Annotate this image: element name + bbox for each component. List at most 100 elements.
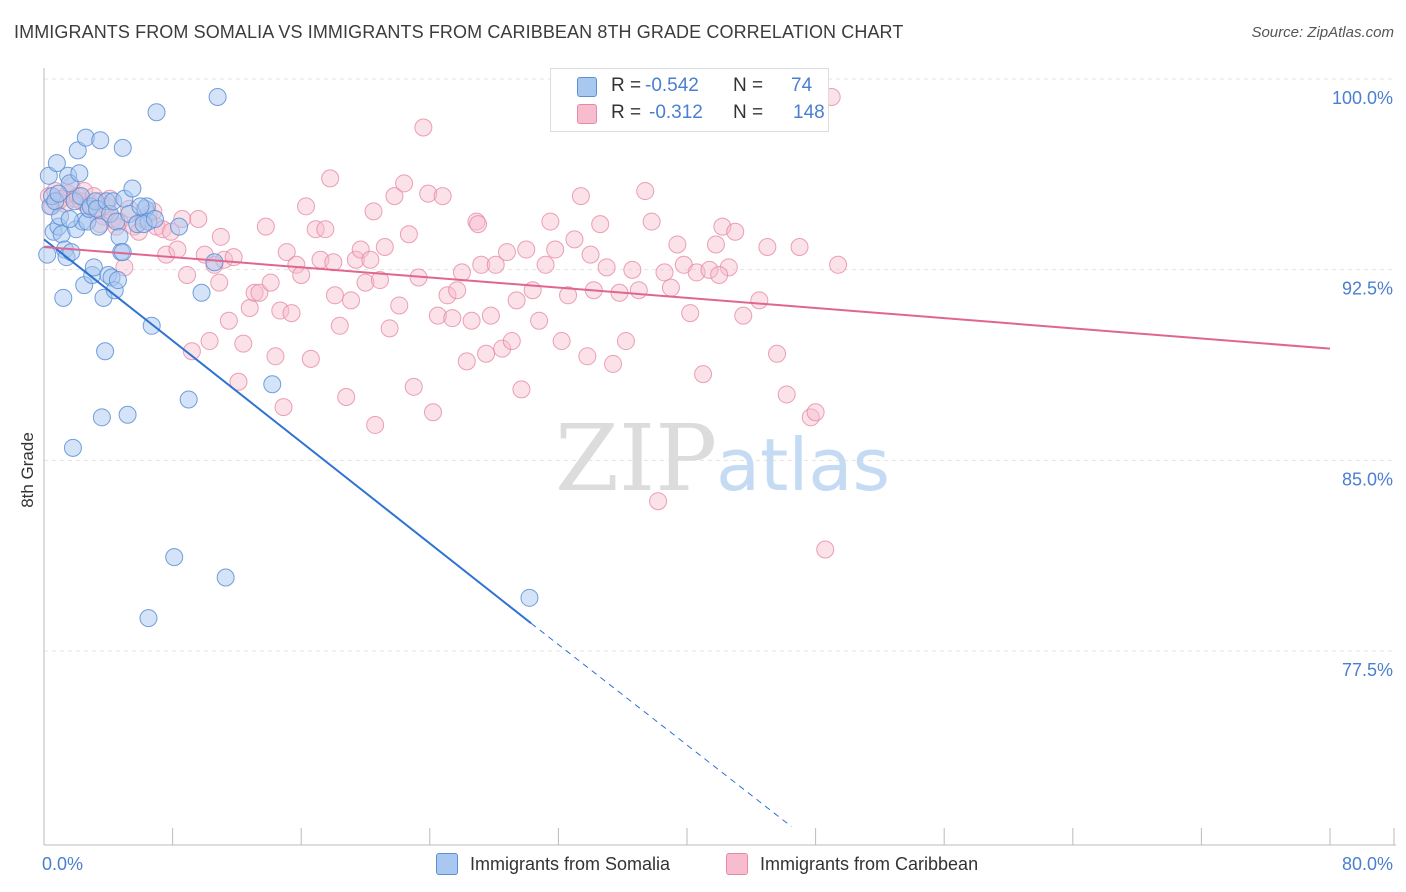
somalia-point bbox=[49, 184, 68, 203]
caribbean-point bbox=[443, 309, 462, 328]
caribbean-point bbox=[829, 255, 848, 274]
caribbean-point bbox=[306, 220, 325, 239]
caribbean-point bbox=[629, 281, 648, 300]
caribbean-point bbox=[390, 296, 409, 315]
x-tick-label: 0.0% bbox=[42, 854, 83, 874]
caribbean-point bbox=[424, 403, 443, 422]
somalia-point bbox=[165, 548, 184, 567]
caribbean-point bbox=[581, 245, 600, 264]
caribbean-point bbox=[719, 258, 738, 277]
somalia-point bbox=[62, 243, 81, 262]
caribbean-point bbox=[337, 387, 356, 406]
caribbean-point bbox=[546, 240, 565, 259]
chart-title: IMMIGRANTS FROM SOMALIA VS IMMIGRANTS FR… bbox=[14, 22, 904, 42]
somalia-point bbox=[96, 342, 115, 361]
caribbean-point bbox=[726, 222, 745, 241]
caribbean-point bbox=[404, 377, 423, 396]
caribbean-point bbox=[414, 118, 433, 137]
legend-item-somalia[interactable]: Immigrants from Somalia bbox=[436, 853, 670, 875]
somalia-point bbox=[118, 405, 137, 424]
somalia-trend-extension bbox=[530, 622, 792, 828]
somalia-point bbox=[113, 138, 132, 157]
somalia-n-value: 74 bbox=[791, 75, 813, 96]
caribbean-point bbox=[750, 291, 769, 310]
caribbean-point bbox=[552, 332, 571, 351]
caribbean-point bbox=[366, 415, 385, 434]
caribbean-point bbox=[419, 184, 438, 203]
somalia-point bbox=[192, 283, 211, 302]
caribbean-point bbox=[790, 237, 809, 256]
caribbean-point bbox=[245, 283, 264, 302]
caribbean-point bbox=[370, 271, 389, 290]
caribbean-point bbox=[261, 273, 280, 292]
watermark-atlas: atlas bbox=[716, 423, 890, 507]
somalia-point bbox=[70, 164, 89, 183]
caribbean-point bbox=[438, 286, 457, 305]
somalia-point bbox=[147, 103, 166, 122]
caribbean-point bbox=[330, 316, 349, 335]
caribbean-point bbox=[472, 255, 491, 274]
caribbean-point bbox=[469, 215, 488, 234]
somalia-point bbox=[108, 271, 127, 290]
caribbean-point bbox=[301, 349, 320, 368]
trend-lines bbox=[43, 238, 1331, 828]
caribbean-point bbox=[604, 354, 623, 373]
caribbean-point bbox=[433, 187, 452, 206]
somalia-point bbox=[89, 217, 108, 236]
caribbean-point bbox=[395, 174, 414, 193]
caribbean-point bbox=[578, 347, 597, 366]
somalia-point bbox=[84, 258, 103, 277]
caribbean-point bbox=[530, 311, 549, 330]
somalia-point bbox=[145, 210, 164, 229]
caribbean-point bbox=[182, 342, 201, 361]
somalia-point bbox=[91, 131, 110, 150]
caribbean-point bbox=[623, 260, 642, 279]
somalia-point bbox=[68, 141, 87, 160]
somalia-point bbox=[520, 588, 539, 607]
caribbean-point bbox=[428, 306, 447, 325]
somalia-point bbox=[38, 245, 57, 264]
caribbean-point bbox=[292, 265, 311, 284]
caribbean-point bbox=[364, 202, 383, 221]
caribbean-point bbox=[448, 281, 467, 300]
y-tick-label: 77.5% bbox=[1342, 660, 1393, 680]
caribbean-point bbox=[346, 250, 365, 269]
somalia-point bbox=[54, 288, 73, 307]
caribbean-point bbox=[157, 245, 176, 264]
caribbean-point bbox=[801, 408, 820, 427]
watermark-zip: ZIP bbox=[555, 405, 717, 512]
somalia-point bbox=[63, 438, 82, 457]
caribbean-point bbox=[681, 304, 700, 323]
stats-legend: R = -0.542 N = 74 R = -0.312 N = 148 bbox=[550, 68, 829, 132]
caribbean-point bbox=[636, 182, 655, 201]
somalia-point bbox=[208, 88, 227, 106]
tick-labels: 100.0% 92.5% 85.0% 77.5% 0.0% 80.0% bbox=[42, 88, 1393, 874]
caribbean-point bbox=[661, 278, 680, 297]
legend-caribbean-swatch bbox=[726, 853, 748, 875]
somalia-point bbox=[60, 210, 79, 229]
y-tick-label: 100.0% bbox=[1332, 88, 1393, 108]
caribbean-point bbox=[649, 492, 668, 511]
somalia-point bbox=[92, 408, 111, 427]
caribbean-point bbox=[256, 217, 275, 236]
somalia-point bbox=[123, 179, 142, 198]
caribbean-point bbox=[512, 380, 531, 399]
caribbean-point bbox=[321, 169, 340, 188]
caribbean-point bbox=[481, 306, 500, 325]
legend-somalia-label: Immigrants from Somalia bbox=[470, 853, 671, 874]
caribbean-point bbox=[571, 187, 590, 206]
caribbean-point bbox=[668, 235, 687, 254]
caribbean-point bbox=[219, 311, 238, 330]
caribbean-point bbox=[211, 227, 230, 246]
legend-somalia-swatch bbox=[436, 853, 458, 875]
caribbean-point bbox=[287, 255, 306, 274]
caribbean-swatch bbox=[577, 104, 597, 124]
legend-item-caribbean[interactable]: Immigrants from Caribbean bbox=[726, 853, 978, 875]
somalia-point bbox=[216, 568, 235, 587]
caribbean-point bbox=[710, 265, 729, 284]
caribbean-point bbox=[517, 240, 536, 259]
caribbean-point bbox=[616, 332, 635, 351]
caribbean-point bbox=[200, 332, 219, 351]
source-label: Source: ZipAtlas.com bbox=[1251, 24, 1394, 41]
caribbean-point bbox=[507, 291, 526, 310]
